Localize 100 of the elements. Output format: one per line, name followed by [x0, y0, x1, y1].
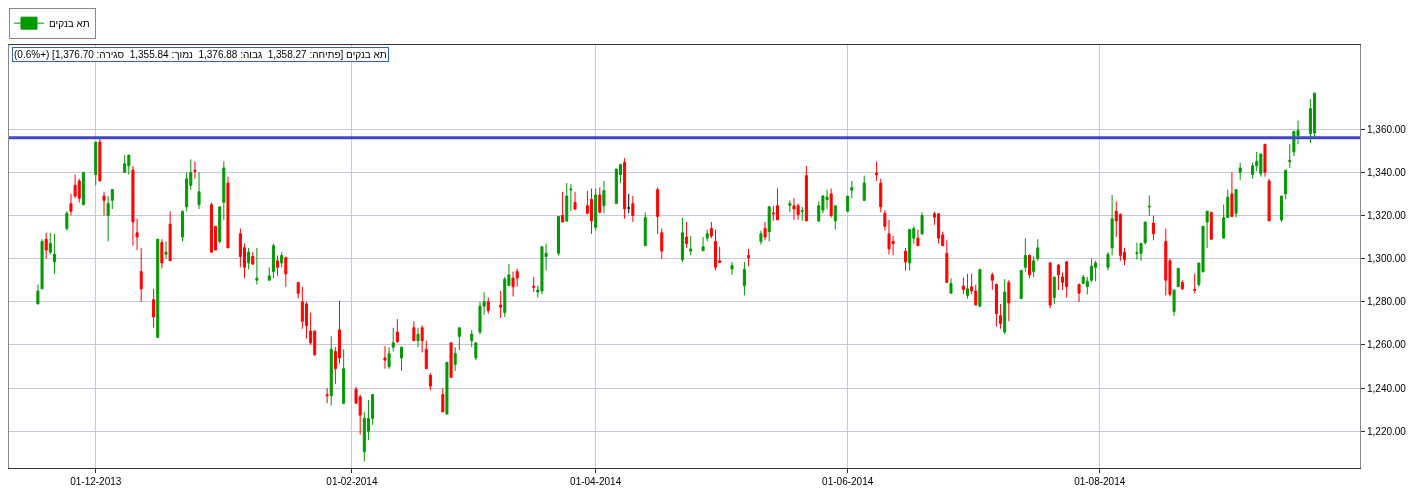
candlestick	[966, 273, 970, 300]
y-tick-label: 1,260.00	[1367, 339, 1407, 351]
y-tick-label: 1,240.00	[1367, 382, 1407, 394]
candlestick	[833, 205, 837, 231]
candlestick	[383, 345, 387, 370]
candlestick	[573, 191, 577, 211]
candlestick	[1172, 289, 1176, 317]
candlestick	[1135, 241, 1139, 261]
candlestick	[449, 342, 453, 378]
candlestick	[1151, 214, 1155, 241]
candlestick	[399, 346, 403, 372]
candlestick	[713, 229, 717, 272]
candlestick	[1048, 261, 1052, 309]
candlestick	[1089, 258, 1093, 283]
candlestick	[565, 182, 569, 223]
candlestick	[255, 247, 259, 286]
candlestick	[218, 206, 222, 245]
candlestick	[875, 161, 879, 182]
candlestick	[1019, 270, 1023, 300]
candlestick	[825, 189, 829, 210]
candlestick	[804, 165, 808, 222]
candlestick	[949, 277, 953, 294]
y-tick-label: 1,360.00	[1367, 123, 1407, 135]
candlestick	[990, 272, 994, 291]
candlestick	[267, 266, 271, 281]
candlestick	[139, 247, 143, 303]
candlestick	[98, 137, 102, 182]
candlestick	[1143, 221, 1147, 246]
candlestick	[1263, 143, 1267, 178]
candlestick	[251, 251, 255, 266]
candlestick	[110, 189, 114, 210]
candlestick	[904, 247, 908, 272]
candlestick	[788, 199, 792, 213]
candlestick	[614, 168, 618, 205]
candlestick	[561, 191, 565, 223]
candlestick	[276, 254, 280, 277]
candlestick	[474, 342, 478, 361]
x-tick-label: 01-06-2014	[822, 476, 874, 487]
candlestick	[742, 261, 746, 296]
candlestick	[540, 245, 544, 295]
candlestick	[594, 188, 598, 232]
candlestick	[511, 271, 515, 297]
candlestick	[387, 346, 391, 370]
candlestick	[1036, 238, 1040, 262]
candlestick	[486, 297, 490, 315]
y-tick-label: 1,280.00	[1367, 296, 1407, 308]
candlestick	[660, 227, 664, 260]
candlestick	[656, 186, 660, 235]
candlestick	[168, 210, 172, 262]
candlestick	[1313, 92, 1317, 139]
candlestick	[763, 221, 767, 241]
candlestick	[247, 247, 251, 270]
candlestick	[271, 243, 275, 279]
candlestick	[77, 178, 81, 204]
candlestick	[420, 325, 424, 354]
candlestick	[994, 282, 998, 328]
candlestick	[1234, 189, 1238, 219]
candlestick	[1007, 279, 1011, 322]
candlestick	[1259, 153, 1263, 178]
candlestick	[296, 281, 300, 300]
candlestick	[792, 197, 796, 221]
candlestick	[325, 387, 329, 404]
candlestick	[65, 210, 69, 232]
candlestick	[685, 221, 689, 249]
candlestick	[164, 240, 168, 260]
candlestick	[631, 195, 635, 223]
legend-label: תא בנקים	[49, 18, 90, 30]
candlestick	[705, 229, 709, 242]
candlestick	[920, 211, 924, 236]
candlestick	[156, 238, 160, 338]
candlestick	[94, 141, 98, 186]
y-tick-label: 1,340.00	[1367, 166, 1407, 178]
candlestick	[1147, 194, 1151, 217]
candlestick	[329, 335, 333, 406]
candlestick	[846, 195, 850, 213]
candlestick	[106, 195, 110, 242]
candlestick	[961, 276, 965, 295]
candlestick	[709, 221, 713, 239]
candlestick	[1027, 253, 1031, 279]
candlestick	[222, 161, 226, 221]
candlestick	[412, 320, 416, 342]
candlestick	[44, 232, 48, 260]
candlestick	[1056, 263, 1060, 291]
candlestick	[978, 268, 982, 308]
candlestick	[181, 210, 185, 242]
candlestick	[556, 216, 560, 256]
candlestick	[598, 186, 602, 214]
candlestick	[280, 251, 284, 268]
candlestick	[470, 329, 474, 348]
candlestick	[48, 232, 52, 255]
candlestick	[1193, 273, 1197, 294]
candlestick	[131, 165, 135, 247]
candlestick	[1230, 171, 1234, 218]
x-tick-label: 01-02-2014	[326, 476, 378, 487]
candlestick	[1279, 195, 1284, 223]
candlestick	[81, 171, 85, 206]
candlestick	[945, 239, 949, 283]
candlestick	[1085, 276, 1089, 295]
y-tick-label: 1,220.00	[1367, 425, 1407, 437]
candlestick	[532, 276, 536, 293]
